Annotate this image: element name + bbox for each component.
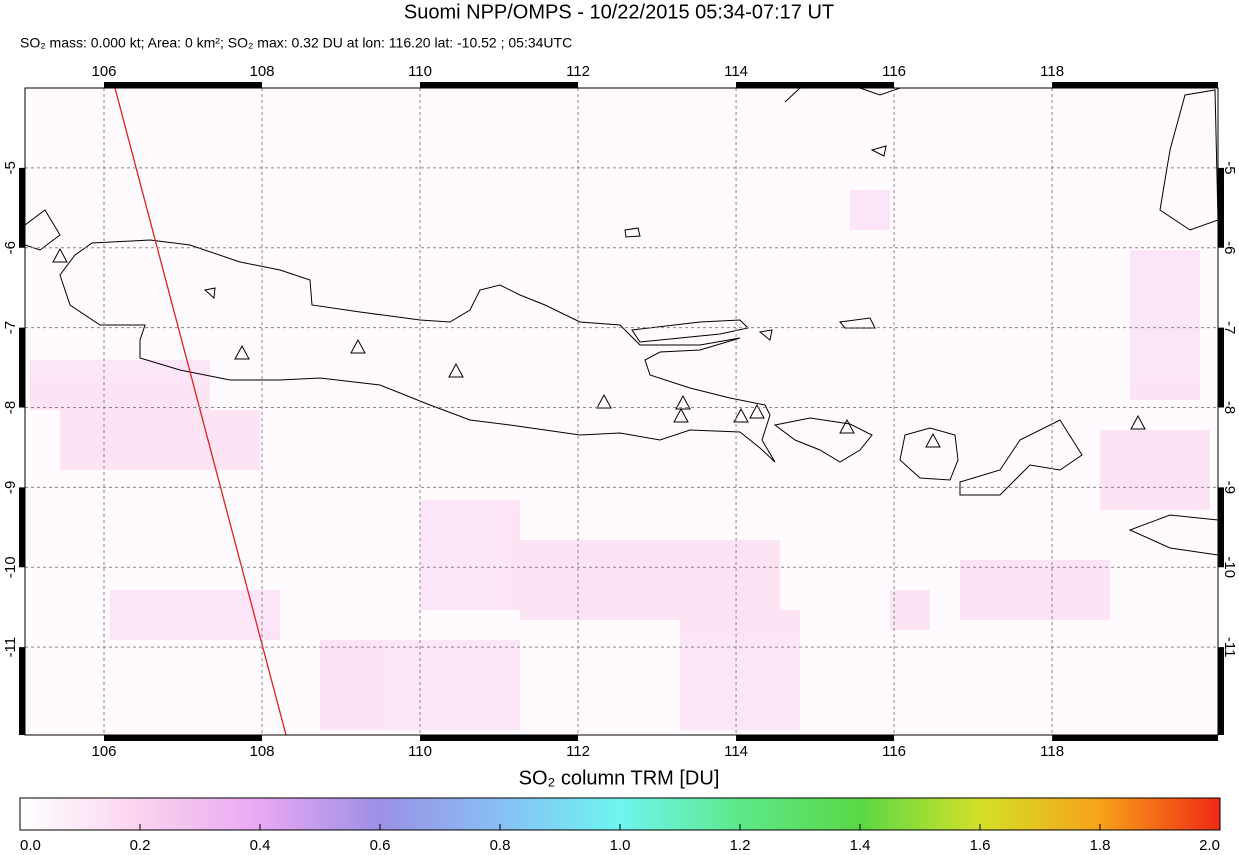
border-bar [420, 82, 579, 88]
x-tick-label-top: 110 [408, 63, 432, 80]
y-tick-label-left: -5 [2, 161, 19, 174]
coastline-madura [631, 319, 750, 343]
border-bar [420, 735, 579, 741]
x-tick-label-top: 112 [566, 63, 590, 80]
border-bar [1052, 735, 1218, 741]
y-tick-label-right: -9 [1221, 481, 1238, 494]
border-bar [736, 735, 895, 741]
y-tick-label-left: -6 [2, 241, 19, 254]
x-tick-label-top: 118 [1040, 63, 1064, 80]
colorbar-tick-label: 1.6 [970, 837, 991, 854]
colorbar-tick-label: 1.4 [850, 837, 871, 854]
x-tick-label-top: 116 [882, 63, 906, 80]
coastline-islands [203, 145, 887, 341]
border-bar [1218, 487, 1224, 568]
orbit-edge [114, 88, 287, 735]
border-bar [1218, 167, 1224, 248]
subtitle: SO₂ mass: 0.000 kt; Area: 0 km²; SO₂ max… [20, 35, 572, 51]
colorbar-tick-label: 0.0 [20, 837, 41, 854]
coastline-borneo-east [1159, 89, 1218, 231]
coastline-sumbawa [959, 419, 1083, 496]
y-tick-label-right: -10 [1221, 556, 1238, 578]
coastline-lombok [899, 427, 959, 481]
x-tick-label-bottom: 106 [91, 743, 116, 760]
colorbar-tick-label: 0.4 [250, 837, 271, 854]
y-tick-label-left: -10 [2, 556, 19, 578]
border-bar [1218, 647, 1224, 735]
coastline-sumba [1128, 514, 1218, 556]
coastline-sumatra [25, 209, 61, 251]
border-bar [104, 735, 263, 741]
map-axes: 106 106 108 108 110 110 112 112 114 114 116 116 118 1… [2, 63, 1238, 760]
x-tick-label-top: 108 [250, 63, 275, 80]
border-bar [19, 487, 25, 568]
border-bar [19, 327, 25, 408]
x-tick-label-top: 114 [724, 63, 748, 80]
border-bar [1218, 327, 1224, 408]
x-tick-label-bottom: 114 [724, 743, 748, 760]
y-tick-label-right: -7 [1221, 321, 1238, 334]
title: Suomi NPP/OMPS - 10/22/2015 05:34-07:17 … [404, 1, 834, 23]
x-tick-label-bottom: 108 [250, 743, 275, 760]
border-bar [736, 82, 895, 88]
y-tick-label-left: -8 [2, 401, 19, 414]
coastline-bali [773, 417, 873, 463]
coastline-borneo-south [784, 88, 901, 103]
colorbar-axis: 0.0 0.2 0.4 0.6 0.8 1.0 1.2 1.4 1.6 1.8 2.0 [19, 824, 1221, 854]
x-tick-label-bottom: 118 [1040, 743, 1064, 760]
colorbar-tick-label: 2.0 [1199, 837, 1220, 854]
colorbar-tick-label: 1.8 [1090, 837, 1111, 854]
y-tick-label-right: -11 [1221, 637, 1238, 658]
y-tick-label-right: -5 [1221, 161, 1238, 174]
x-tick-label-top: 106 [91, 63, 116, 80]
colorbar-tick-label: 0.2 [130, 837, 151, 854]
map-frame [24, 87, 1219, 736]
so2-pixels [30, 190, 1210, 730]
y-tick-label-right: -8 [1221, 401, 1238, 414]
border-bar [1052, 82, 1218, 88]
colorbar-tick-label: 1.0 [610, 837, 631, 854]
colorbar-tick-label: 1.2 [730, 837, 751, 854]
volcano-markers [52, 247, 1146, 448]
colorbar-tick-label: 0.8 [490, 837, 511, 854]
x-tick-label-bottom: 116 [882, 743, 906, 760]
y-tick-label-right: -6 [1221, 241, 1238, 254]
border-bar [19, 167, 25, 248]
colorbar-tick-label: 0.6 [370, 837, 391, 854]
x-tick-label-bottom: 112 [566, 743, 590, 760]
colorbar-label: SO₂ column TRM [DU] [519, 767, 720, 789]
y-tick-label-left: -11 [2, 637, 19, 658]
x-tick-label-bottom: 110 [408, 743, 432, 760]
map-area [25, 88, 1218, 735]
border-bar [19, 647, 25, 735]
y-tick-label-left: -7 [2, 321, 19, 334]
y-tick-label-left: -9 [2, 481, 19, 494]
border-bar [104, 82, 263, 88]
coastline-java [59, 239, 776, 463]
